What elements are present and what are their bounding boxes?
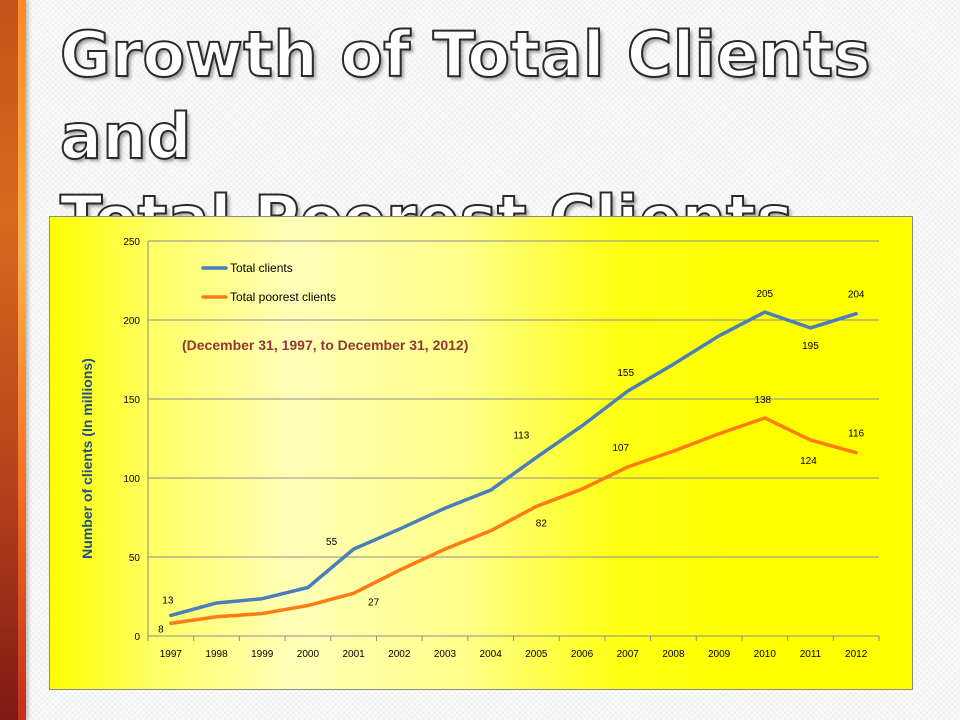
x-tick-label: 2011 xyxy=(800,649,822,660)
legend-label: Total poorest clients xyxy=(230,290,336,304)
data-label: 138 xyxy=(754,395,771,406)
y-axis-title: Number of clients (In millions) xyxy=(79,358,95,559)
x-tick-label: 2004 xyxy=(480,649,503,660)
x-tick-label: 2001 xyxy=(342,649,365,660)
data-label: 205 xyxy=(756,289,773,300)
y-tick-label: 200 xyxy=(123,316,140,327)
x-tick-label: 2000 xyxy=(297,649,320,660)
data-label: 8 xyxy=(158,624,164,635)
y-tick-label: 250 xyxy=(123,237,140,248)
x-tick-label: 2002 xyxy=(388,649,411,660)
series-line-total-clients xyxy=(169,310,858,618)
y-tick-label: 50 xyxy=(129,553,141,564)
x-tick-label: 2012 xyxy=(845,649,868,660)
data-label: 116 xyxy=(848,429,864,440)
data-label: 27 xyxy=(368,597,380,608)
x-tick-label: 2003 xyxy=(434,649,457,660)
series-line-total-poorest-clients xyxy=(169,416,858,626)
x-tick-label: 2009 xyxy=(708,649,731,660)
decorative-side-bar xyxy=(0,0,26,720)
x-tick-label: 2008 xyxy=(662,649,685,660)
x-tick-label: 2010 xyxy=(754,649,777,660)
data-label: 204 xyxy=(848,290,865,301)
x-tick-label: 1997 xyxy=(160,649,183,660)
x-tick-label: 2006 xyxy=(571,649,594,660)
data-label: 55 xyxy=(326,537,338,548)
x-tick-label: 2007 xyxy=(617,649,640,660)
slide-title: Growth of Total Clients and Total Poores… xyxy=(59,17,872,256)
chart-subtitle: (December 31, 1997, to December 31, 2012… xyxy=(182,337,468,353)
data-label: 82 xyxy=(536,518,548,529)
data-label: 124 xyxy=(800,456,817,467)
data-label: 113 xyxy=(513,430,529,441)
data-label: 195 xyxy=(802,341,819,352)
data-label: 13 xyxy=(162,595,174,606)
data-label: 155 xyxy=(617,368,634,379)
x-tick-label: 2005 xyxy=(525,649,548,660)
y-tick-label: 100 xyxy=(123,474,140,485)
y-tick-label: 150 xyxy=(123,395,140,406)
chart-area: 0 50 100 150 200 250 1997 1998 1999 2000 2001 2002 2… xyxy=(49,216,913,690)
line-chart: 0 50 100 150 200 250 1997 1998 1999 2000 2001 2002 2… xyxy=(79,237,880,660)
x-tick-label: 1999 xyxy=(251,649,274,660)
data-label: 107 xyxy=(612,443,629,454)
legend-label: Total clients xyxy=(230,261,293,275)
x-tick-label: 1998 xyxy=(205,649,228,660)
y-tick-label: 0 xyxy=(134,632,140,643)
